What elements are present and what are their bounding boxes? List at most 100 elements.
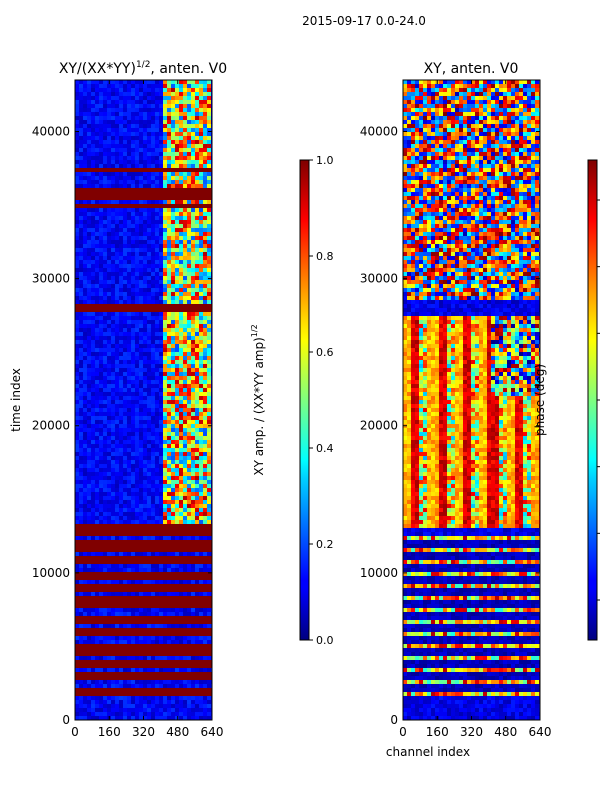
left-heatmap-cell [183, 564, 187, 568]
left-heatmap-cell [187, 108, 191, 112]
left-heatmap-cell [147, 148, 151, 152]
right-heatmap-cell [419, 132, 423, 136]
left-heatmap-cell [143, 468, 147, 472]
left-heatmap-cell [91, 440, 95, 444]
right-heatmap-cell [507, 88, 511, 92]
left-heatmap-cell [135, 668, 139, 672]
left-heatmap-cell [95, 144, 99, 148]
left-heatmap-cell [151, 344, 155, 348]
right-heatmap-cell [419, 80, 423, 84]
left-heatmap-cell [107, 452, 111, 456]
left-heatmap-cell [83, 552, 87, 556]
right-heatmap-cell [535, 136, 539, 140]
left-heatmap-cell [135, 272, 139, 276]
left-heatmap-cell [187, 284, 191, 288]
left-heatmap-cell [203, 200, 207, 204]
left-heatmap-cell [147, 256, 151, 260]
left-heatmap-cell [199, 668, 203, 672]
left-heatmap-cell [187, 352, 191, 356]
right-heatmap-cell [443, 88, 447, 92]
left-heatmap-cell [171, 452, 175, 456]
left-heatmap-cell [207, 420, 211, 424]
left-heatmap-cell [191, 92, 195, 96]
left-heatmap-cell [171, 100, 175, 104]
left-heatmap-cell [199, 456, 203, 460]
left-heatmap-cell [195, 256, 199, 260]
left-heatmap-cell [167, 420, 171, 424]
left-heatmap-cell [79, 640, 83, 644]
left-heatmap-cell [203, 592, 207, 596]
left-heatmap-cell [207, 84, 211, 88]
left-heatmap-cell [147, 344, 151, 348]
right-heatmap-cell [427, 84, 431, 88]
left-heatmap-cell [191, 564, 195, 568]
left-heatmap-cell [179, 264, 183, 268]
left-heatmap-cell [143, 580, 147, 584]
left-heatmap-cell [195, 148, 199, 152]
left-heatmap-cell [163, 456, 167, 460]
left-heatmap-row-saturated [75, 652, 212, 656]
left-heatmap-cell [79, 80, 83, 84]
left-heatmap-cell [83, 272, 87, 276]
left-heatmap-cell [203, 280, 207, 284]
left-heatmap-cell [175, 144, 179, 148]
left-heatmap-cell [155, 108, 159, 112]
left-heatmap-cell [199, 460, 203, 464]
left-heatmap-cell [131, 252, 135, 256]
left-heatmap-cell [195, 580, 199, 584]
left-heatmap-cell [163, 148, 167, 152]
left-heatmap-cell [111, 700, 115, 704]
left-heatmap-cell [115, 256, 119, 260]
left-heatmap-cell [107, 132, 111, 136]
left-heatmap-cell [207, 328, 211, 332]
left-heatmap-cell [155, 364, 159, 368]
left-heatmap-cell [143, 332, 147, 336]
left-heatmap-cell [111, 104, 115, 108]
left-heatmap-cell [187, 568, 191, 572]
left-heatmap-cell [195, 412, 199, 416]
left-heatmap-cell [75, 392, 79, 396]
left-heatmap-cell [119, 568, 123, 572]
left-heatmap-cell [159, 712, 163, 716]
left-heatmap-cell [199, 272, 203, 276]
left-heatmap-cell [87, 372, 91, 376]
left-heatmap-cell [199, 88, 203, 92]
left-heatmap-cell [167, 352, 171, 356]
left-heatmap-cell [143, 668, 147, 672]
left-heatmap-cell [187, 300, 191, 304]
left-heatmap-cell [167, 96, 171, 100]
left-heatmap-cell [95, 420, 99, 424]
right-heatmap-cell [467, 88, 471, 92]
left-heatmap-cell [119, 480, 123, 484]
left-heatmap-cell [203, 100, 207, 104]
left-heatmap-cell [207, 700, 211, 704]
left-heatmap-cell [79, 364, 83, 368]
left-heatmap-cell [87, 92, 91, 96]
left-heatmap-cell [175, 436, 179, 440]
left-heatmap-cell [171, 220, 175, 224]
left-heatmap-cell [167, 388, 171, 392]
left-heatmap-cell [83, 176, 87, 180]
left-heatmap-cell [111, 328, 115, 332]
left-heatmap-cell [127, 612, 131, 616]
right-heatmap-cell [427, 128, 431, 132]
left-heatmap-cell [207, 264, 211, 268]
left-heatmap-cell [155, 368, 159, 372]
left-heatmap-cell [95, 200, 99, 204]
left-heatmap-cell [79, 252, 83, 256]
left-heatmap-cell [171, 340, 175, 344]
right-heatmap-cell [451, 84, 455, 88]
right-heatmap-cell [531, 124, 535, 128]
left-heatmap-cell [87, 264, 91, 268]
left-heatmap-cell [147, 428, 151, 432]
left-heatmap-cell [95, 480, 99, 484]
left-heatmap-cell [147, 420, 151, 424]
left-heatmap-cell [131, 340, 135, 344]
left-heatmap-cell [195, 264, 199, 268]
left-heatmap-cell [111, 224, 115, 228]
left-heatmap-cell [207, 120, 211, 124]
left-heatmap-cell [155, 256, 159, 260]
left-heatmap-cell [143, 352, 147, 356]
left-heatmap-cell [95, 260, 99, 264]
left-heatmap-cell [183, 284, 187, 288]
